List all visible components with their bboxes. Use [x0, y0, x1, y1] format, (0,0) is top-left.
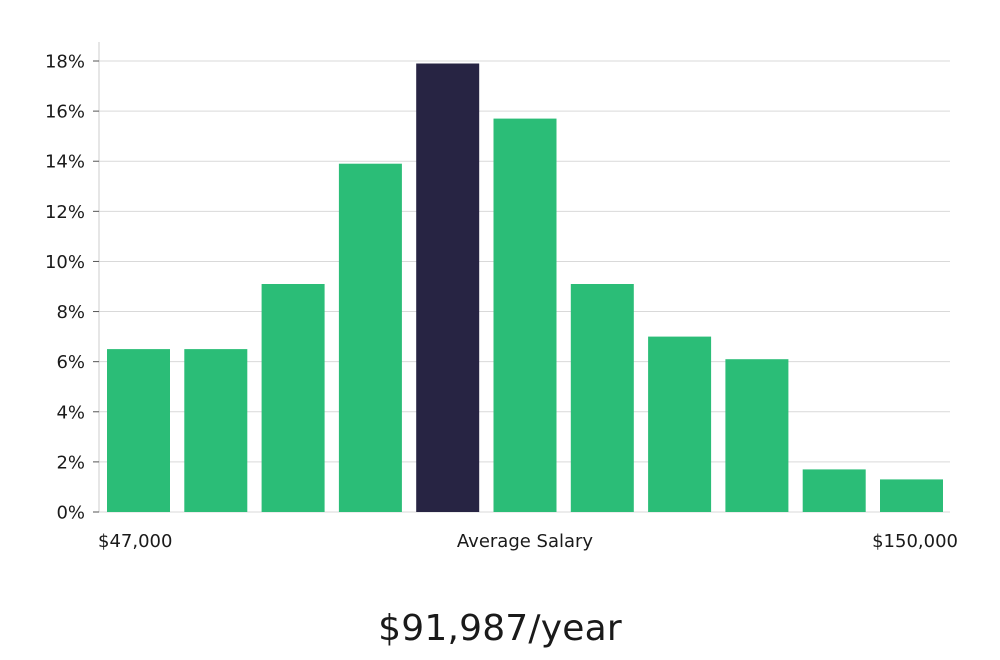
salary-histogram: 0% 2% 4% 6% 8% 10% 12% 14% 16% 18% $47,000 Averag… — [45, 42, 958, 552]
bar — [493, 118, 557, 512]
bar — [802, 469, 866, 512]
bar — [725, 359, 789, 512]
bars — [107, 63, 943, 512]
y-tick-label: 18% — [45, 52, 85, 73]
bar — [107, 349, 170, 512]
y-axis: 0% 2% 4% 6% 8% 10% 12% 14% 16% 18% — [45, 42, 100, 524]
bar — [261, 284, 325, 512]
x-axis-labels: $47,000 Average Salary $150,000 — [98, 531, 958, 552]
x-label-min: $47,000 — [98, 531, 172, 552]
y-tick-label: 2% — [56, 452, 85, 473]
y-tick-label: 10% — [45, 252, 85, 273]
bar — [570, 284, 634, 512]
y-tick-label: 6% — [56, 352, 85, 373]
y-tick-label: 0% — [56, 503, 85, 524]
y-tick-label: 14% — [45, 152, 85, 173]
y-tick-label: 8% — [56, 302, 85, 323]
bar-average-salary — [416, 63, 480, 512]
average-salary-value: $91,987/year — [378, 608, 622, 649]
x-label-average: Average Salary — [457, 531, 594, 552]
y-tick-label: 12% — [45, 202, 85, 223]
y-tick-label: 4% — [56, 402, 85, 423]
y-tick-label: 16% — [45, 102, 85, 123]
x-label-max: $150,000 — [872, 531, 958, 552]
bar — [880, 479, 943, 512]
bar — [648, 336, 712, 512]
bar — [338, 163, 402, 512]
bar — [184, 349, 248, 512]
